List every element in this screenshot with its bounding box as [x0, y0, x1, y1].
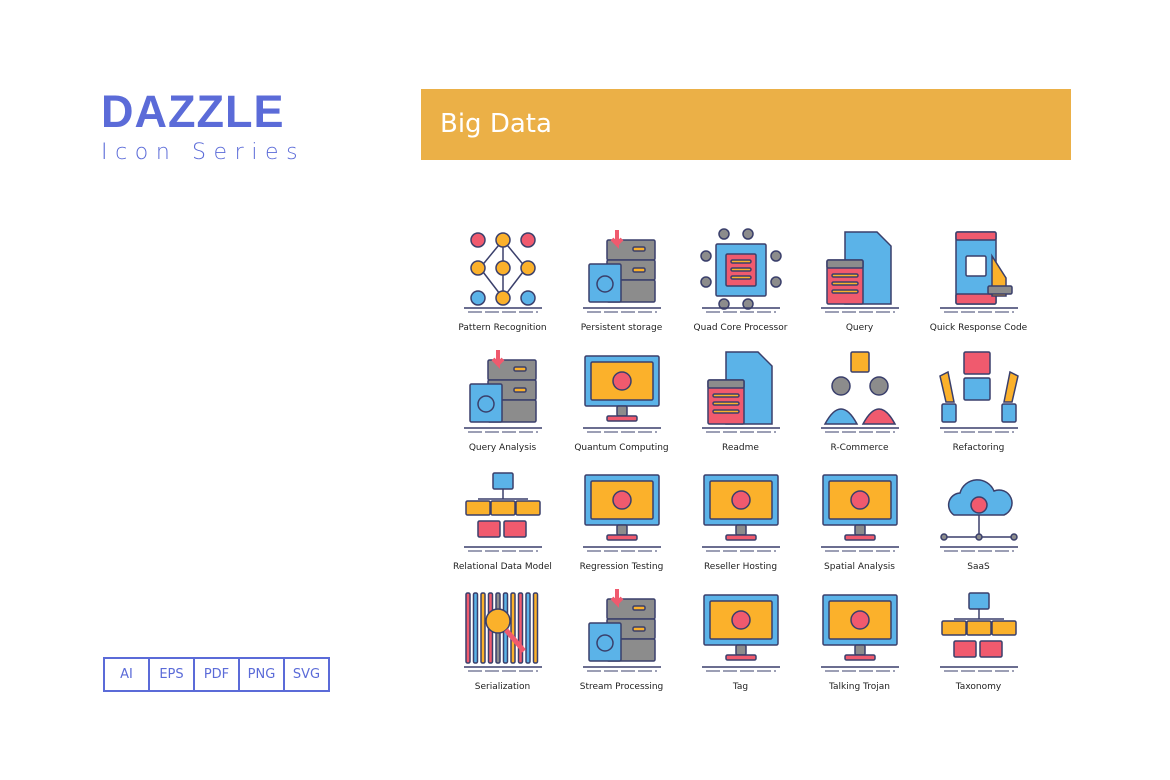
icon-label: Taxonomy: [955, 681, 1002, 692]
icon-item: Serialization: [443, 585, 562, 705]
icon-item: Quad Core Processor: [681, 226, 800, 346]
people-exchange-icon: [820, 350, 899, 432]
icon-label: Relational Data Model: [453, 562, 552, 572]
node-network-icon: [463, 232, 542, 313]
icon-item: Query Analysis: [443, 346, 562, 466]
icon-label: Quantum Computing: [574, 442, 669, 453]
format-ai: AI: [105, 659, 150, 690]
info-document-icon: [701, 350, 780, 432]
icon-item: Regression Testing: [562, 465, 681, 585]
gear-monitor-icon: [582, 474, 661, 552]
bug-monitor-icon: [820, 593, 899, 671]
icon-label: Quick Response Code: [929, 323, 1028, 333]
icon-label: SaaS: [967, 562, 990, 572]
icon-label: Readme: [722, 442, 759, 453]
icon-item: Stream Processing: [562, 585, 681, 705]
icon-label: Pattern Recognition: [458, 323, 547, 333]
icon-item: Taxonomy: [919, 585, 1038, 705]
category-banner: Big Data: [421, 89, 1071, 160]
brand-subtitle: Icon Series: [101, 140, 306, 165]
icon-label: Spatial Analysis: [824, 562, 895, 572]
icon-grid: Pattern Recognition Persistent storage Qua…: [443, 226, 1038, 704]
icon-item: Talking Trojan: [800, 585, 919, 705]
icon-item: Persistent storage: [562, 226, 681, 346]
brand: DAZZLE Icon Series: [101, 86, 306, 166]
tag-monitor-icon: [701, 593, 780, 671]
icon-item: Quick Response Code: [919, 226, 1038, 346]
icon-label: Persistent storage: [580, 323, 663, 333]
icon-item: Query: [800, 226, 919, 346]
icon-label: Query Analysis: [468, 442, 537, 453]
icon-item: Refactoring: [919, 346, 1038, 466]
icon-item: Pattern Recognition: [443, 226, 562, 346]
category-title: Big Data: [440, 109, 552, 139]
icon-label: Stream Processing: [579, 681, 664, 692]
relational-blocks-icon: [463, 472, 542, 552]
hosting-monitor-icon: [701, 474, 780, 552]
format-pdf: PDF: [195, 659, 240, 690]
icon-label: Regression Testing: [579, 562, 664, 572]
icon-item: Reseller Hosting: [681, 465, 800, 585]
format-svg: SVG: [292, 667, 321, 682]
icon-label: Serialization: [474, 681, 531, 692]
icon-item: Readme: [681, 346, 800, 466]
icon-label: Quad Core Processor: [693, 323, 788, 333]
qr-phone-icon: [939, 231, 1018, 313]
server-search-icon: [463, 349, 542, 432]
icon-label: Reseller Hosting: [703, 562, 778, 572]
taxonomy-tree-icon: [939, 591, 1018, 671]
stream-servers-icon: [582, 588, 661, 671]
icon-label: Query: [845, 323, 874, 333]
processor-chip-icon: [699, 228, 782, 313]
hands-documents-icon: [938, 350, 1019, 432]
atom-monitor-icon: [582, 354, 661, 432]
query-document-icon: [820, 231, 899, 313]
icon-item: Tag: [681, 585, 800, 705]
icon-item: Quantum Computing: [562, 346, 681, 466]
barcode-search-icon: [463, 591, 542, 671]
file-formats: AI EPS PDF PNG SVG: [103, 657, 330, 692]
icon-item: R-Commerce: [800, 346, 919, 466]
icon-label: R-Commerce: [830, 442, 889, 453]
storage-server-icon: [582, 230, 661, 313]
map-monitor-icon: [820, 474, 899, 552]
brand-title: DAZZLE: [101, 86, 285, 137]
icon-item: SaaS: [919, 465, 1038, 585]
icon-item: Relational Data Model: [443, 465, 562, 585]
cloud-gear-icon: [939, 479, 1018, 552]
format-png: PNG: [240, 659, 285, 690]
icon-item: Spatial Analysis: [800, 465, 919, 585]
format-eps: EPS: [150, 659, 195, 690]
icon-label: Refactoring: [952, 442, 1005, 453]
icon-label: Tag: [732, 681, 749, 692]
icon-label: Talking Trojan: [829, 681, 890, 692]
